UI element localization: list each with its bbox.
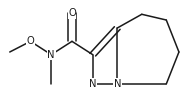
Text: N: N — [89, 79, 97, 89]
Text: O: O — [27, 36, 34, 46]
Text: O: O — [68, 8, 76, 18]
Text: N: N — [48, 50, 55, 60]
Text: N: N — [113, 79, 121, 89]
